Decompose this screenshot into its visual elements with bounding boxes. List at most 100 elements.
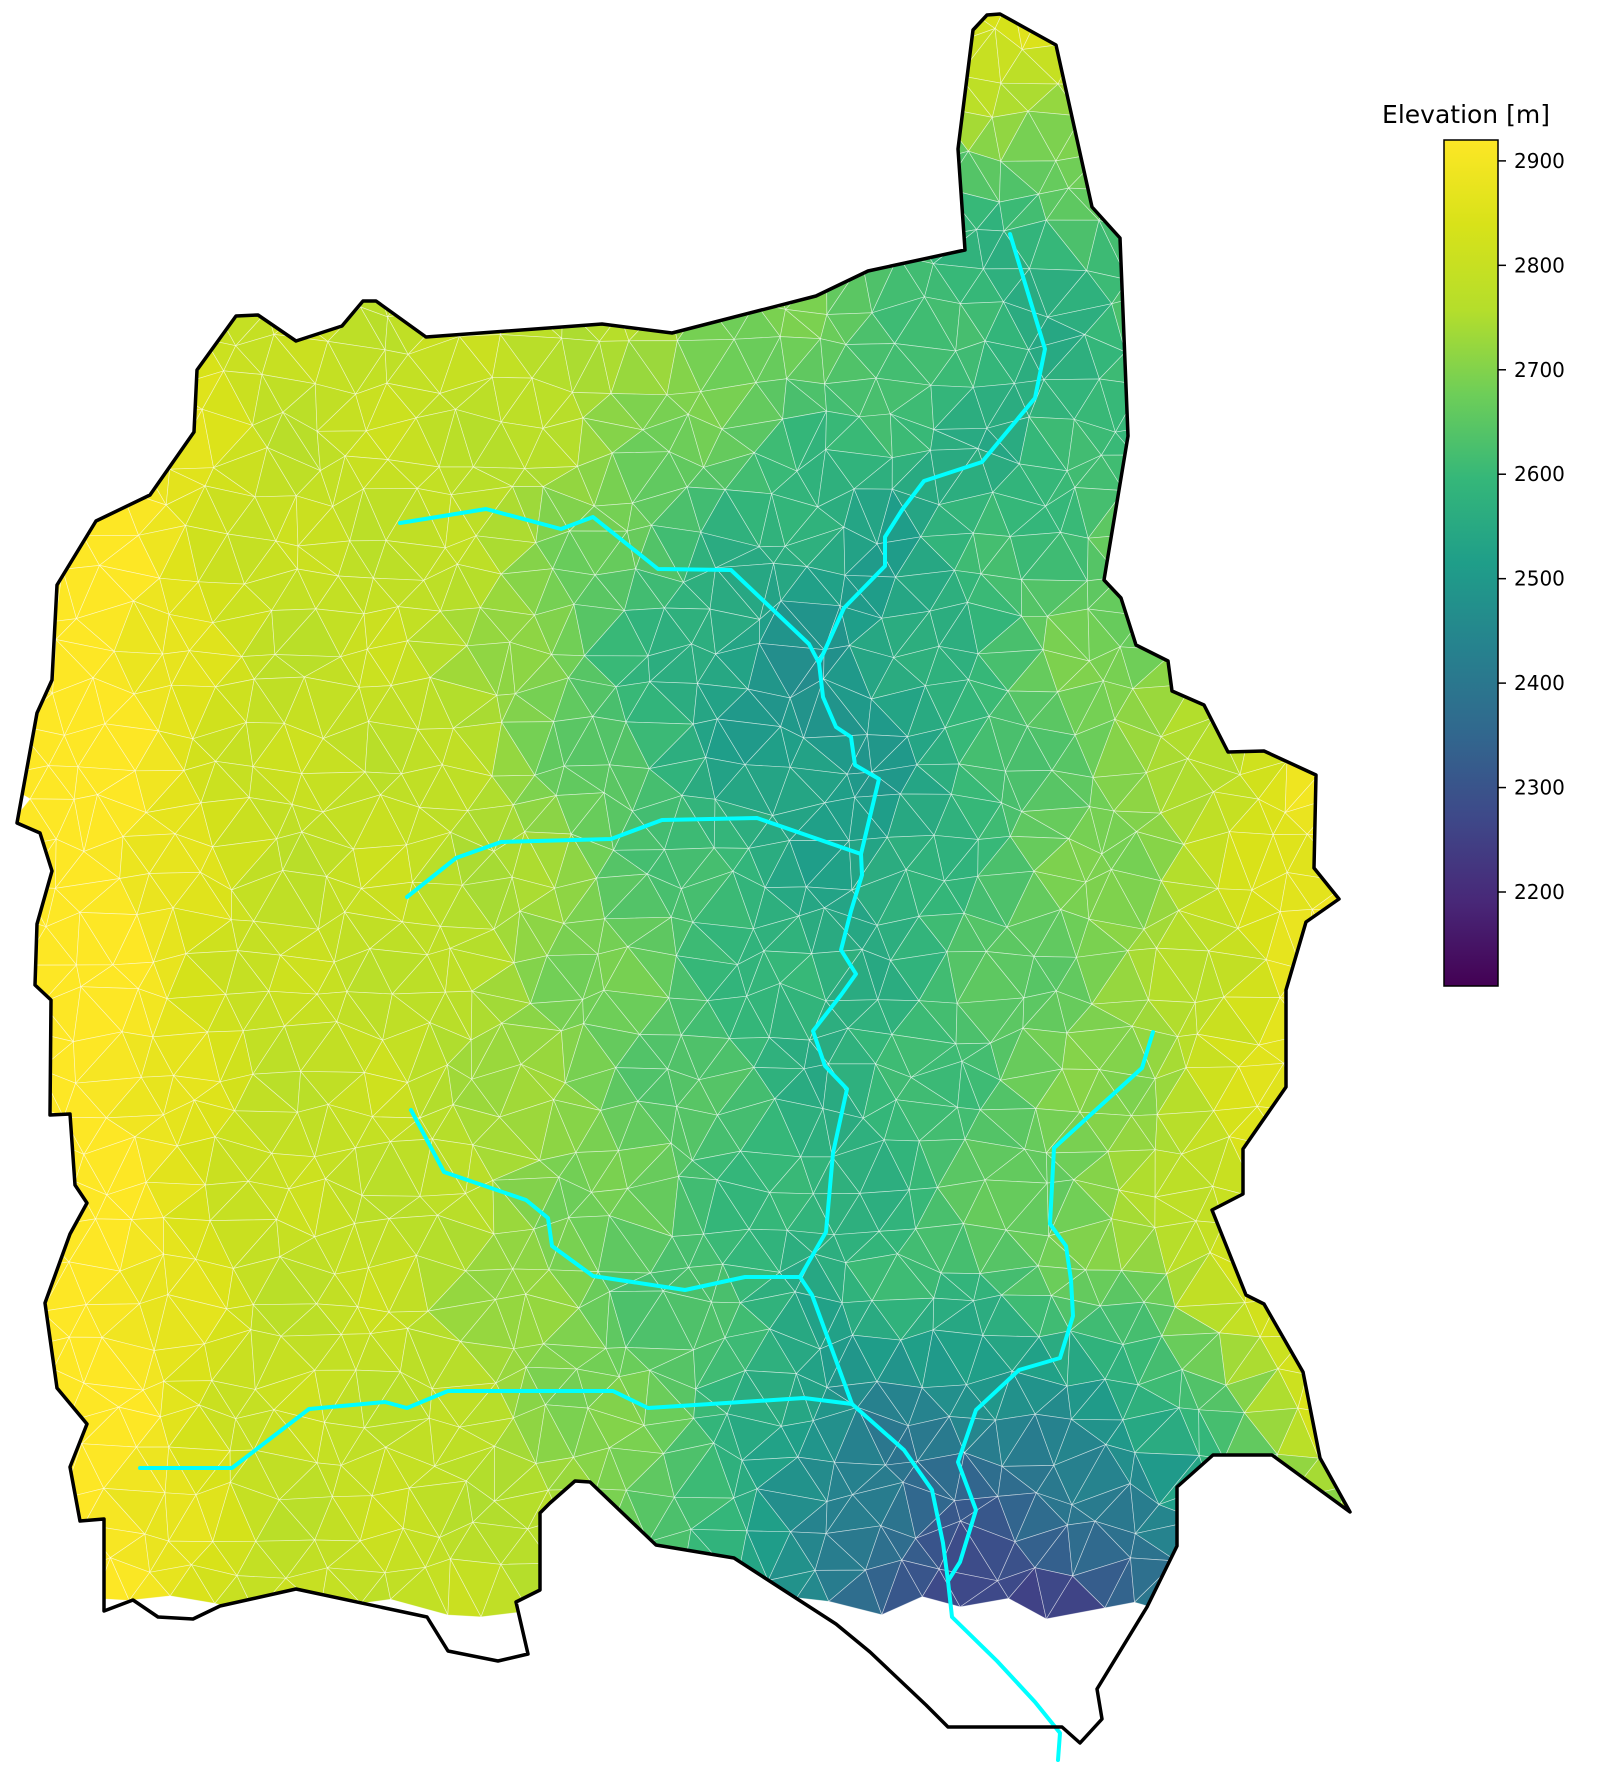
mesh-triangle — [1236, 45, 1283, 88]
mesh-triangle — [1135, 186, 1193, 241]
mesh-triangle — [1243, 104, 1270, 157]
mesh-triangle — [1401, 912, 1443, 952]
mesh-triangle — [1408, 1482, 1459, 1526]
mesh-triangle — [55, 416, 119, 464]
mesh-triangle — [1212, 1533, 1243, 1573]
mesh-triangle — [17, 1181, 76, 1229]
mesh-triangle — [861, 234, 900, 263]
mesh-triangle — [1202, 304, 1252, 357]
mesh-triangle — [1379, 1482, 1442, 1526]
mesh-triangle — [135, 294, 177, 339]
mesh-triangle — [421, 36, 467, 86]
mesh-triangle — [619, 275, 670, 315]
river-segment — [409, 1108, 802, 1292]
mesh-triangle — [1119, 531, 1156, 578]
mesh-triangle — [1153, 35, 1177, 72]
mesh-triangle — [602, 179, 652, 227]
mesh-triangle — [199, 14, 233, 45]
mesh-triangle — [1335, 1029, 1350, 1070]
mesh-triangle — [1235, 82, 1284, 107]
mesh-triangle — [1265, 524, 1289, 583]
mesh-triangle — [1326, 485, 1350, 534]
mesh-triangle — [37, 187, 99, 233]
mesh-triangle — [17, 371, 37, 411]
mesh-triangle — [312, 48, 365, 88]
mesh-triangle — [1208, 1486, 1253, 1536]
mesh-triangle — [1355, 1069, 1416, 1110]
mesh-triangle — [1198, 1455, 1225, 1488]
mesh-triangle — [17, 259, 52, 302]
mesh-triangle — [1286, 230, 1311, 266]
mesh-triangle — [626, 240, 680, 277]
mesh-triangle — [156, 219, 199, 272]
mesh-triangle — [97, 345, 136, 391]
mesh-triangle — [1286, 1136, 1321, 1190]
mesh-triangle — [1285, 355, 1325, 395]
mesh-triangle — [758, 156, 805, 202]
mesh-triangle — [1347, 257, 1350, 310]
mesh-triangle — [1309, 257, 1350, 306]
mesh-triangle — [844, 87, 894, 126]
mesh-triangle — [1355, 304, 1419, 350]
mesh-triangle — [885, 103, 920, 166]
mesh-triangle — [1358, 719, 1398, 766]
mesh-triangle — [164, 37, 227, 84]
mesh-triangle — [1306, 1347, 1350, 1376]
mesh-triangle — [1341, 718, 1350, 767]
mesh-triangle — [1311, 908, 1350, 969]
mesh-triangle — [1187, 14, 1239, 48]
mesh-triangle — [1153, 570, 1206, 615]
mesh-triangle — [1284, 381, 1325, 425]
mesh-triangle — [1373, 640, 1402, 687]
mesh-triangle — [1363, 585, 1410, 622]
mesh-triangle — [656, 188, 704, 243]
mesh-triangle — [77, 14, 142, 43]
river-segment — [946, 1030, 1155, 1583]
mesh-triangle — [1212, 267, 1264, 307]
mesh-triangle — [1198, 45, 1255, 89]
mesh-triangle — [1210, 656, 1266, 702]
mesh-triangle — [703, 261, 757, 304]
mesh-triangle — [1154, 497, 1220, 538]
mesh-triangle — [54, 143, 91, 189]
mesh-triangle — [89, 140, 129, 186]
mesh-triangle — [1256, 1106, 1297, 1151]
mesh-triangle — [347, 152, 410, 202]
mesh-triangle — [63, 14, 101, 47]
mesh-triangle — [1391, 1305, 1419, 1343]
mesh-triangle — [17, 259, 78, 295]
mesh-triangle — [799, 14, 837, 45]
mesh-triangle — [401, 14, 428, 45]
mesh-triangle — [738, 193, 792, 239]
mesh-triangle — [1238, 603, 1273, 658]
mesh-triangle — [408, 104, 433, 154]
mesh-triangle — [1390, 987, 1420, 1044]
mesh-triangle — [584, 225, 629, 277]
mesh-triangle — [63, 41, 100, 87]
mesh-triangle — [1239, 493, 1288, 547]
mesh-triangle — [426, 180, 456, 219]
mesh-triangle — [37, 230, 99, 263]
mesh-triangle — [1241, 1557, 1287, 1605]
mesh-triangle — [17, 109, 56, 160]
mesh-triangle — [1355, 269, 1419, 309]
mesh-triangle — [263, 35, 314, 88]
mesh-triangle — [17, 143, 56, 196]
mesh-triangle — [885, 164, 920, 201]
mesh-triangle — [1309, 717, 1343, 770]
mesh-triangle — [1240, 1561, 1288, 1616]
mesh-triangle — [1381, 349, 1427, 378]
mesh-triangle — [17, 1000, 43, 1033]
mesh-triangle — [1287, 114, 1350, 165]
mesh-triangle — [17, 1100, 51, 1144]
mesh-triangle — [17, 1139, 51, 1183]
mesh-triangle — [347, 123, 410, 163]
mesh-triangle — [1311, 1000, 1350, 1031]
mesh-triangle — [1141, 384, 1188, 426]
mesh-triangle — [1198, 384, 1242, 431]
mesh-triangle — [1212, 699, 1253, 722]
mesh-triangle — [1301, 336, 1342, 395]
mesh-triangle — [1406, 0, 1446, 43]
mesh-triangle — [1295, 653, 1340, 685]
mesh-triangle — [1403, 43, 1446, 85]
